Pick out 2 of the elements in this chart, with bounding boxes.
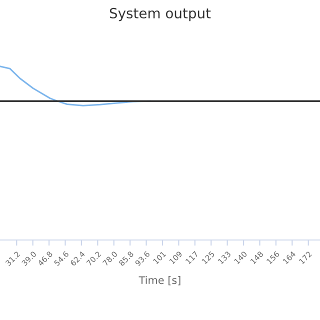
- chart-title: System output: [110, 8, 211, 22]
- x-axis-title: Time [s]: [138, 276, 180, 286]
